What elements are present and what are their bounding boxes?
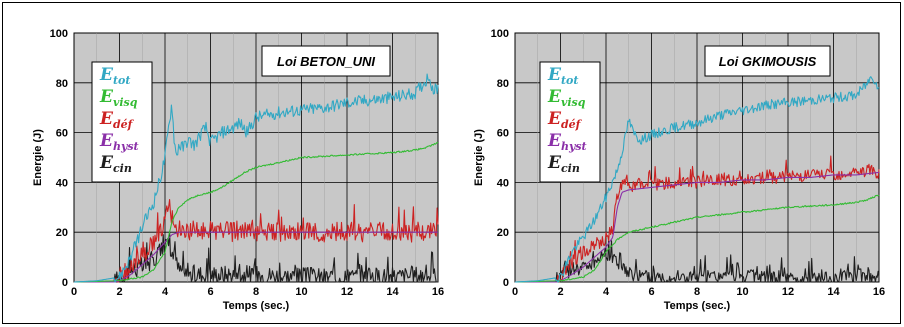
x-tick-label: 16 xyxy=(432,286,444,298)
x-tick-label: 14 xyxy=(827,286,840,298)
series-line-tot xyxy=(74,73,439,283)
x-tick-label: 6 xyxy=(648,286,654,298)
law-label-box: Loi GKIMOUSIS xyxy=(704,45,831,77)
legend-subscript-tot: tot xyxy=(561,74,579,87)
series-line-cin xyxy=(74,231,438,283)
y-tick-label: 0 xyxy=(62,277,68,289)
y-tick-label: 100 xyxy=(491,28,509,40)
chart-1: 0 2 4 6 8 10 12 14 16 0 20 40 60 80 100 Temps (sec.) Ene… xyxy=(32,28,444,312)
y-tick-label: 60 xyxy=(497,128,509,140)
x-tick-label: 12 xyxy=(782,286,794,298)
x-tick-label: 8 xyxy=(694,286,700,298)
legend-subscript-visq: visq xyxy=(561,96,586,109)
y-tick-label: 60 xyxy=(56,128,68,140)
series-line-tot xyxy=(515,76,880,283)
y-tick-label: 100 xyxy=(50,28,68,40)
series-line-visq xyxy=(74,141,439,283)
x-tick-label: 12 xyxy=(341,286,353,298)
chart-2: 0 2 4 6 8 10 12 14 16 0 20 40 60 80 100 Temps (sec.) Ene… xyxy=(473,28,885,312)
x-tick-label: 2 xyxy=(557,286,563,298)
y-axis-label: Energie (J) xyxy=(32,129,44,186)
legend-subscript-tot: tot xyxy=(113,74,131,87)
legend-subscript-def: déf xyxy=(113,118,135,131)
legend-subscript-cin: cin xyxy=(113,162,132,175)
law-label-border xyxy=(704,45,831,77)
series-line-hyst xyxy=(74,231,438,283)
x-axis-label: Temps (sec.) xyxy=(664,300,731,312)
y-tick-label: 20 xyxy=(497,227,509,239)
x-tick-label: 4 xyxy=(603,286,610,298)
y-tick-label: 80 xyxy=(56,78,68,90)
x-tick-label: 10 xyxy=(736,286,748,298)
x-tick-label: 16 xyxy=(873,286,885,298)
y-tick-label: 40 xyxy=(56,177,68,189)
x-tick-label: 14 xyxy=(386,286,399,298)
series-line-visq xyxy=(515,194,880,283)
legend-box xyxy=(91,61,153,183)
law-label-box: Loi BETON_UNI xyxy=(261,45,391,77)
y-tick-label: 20 xyxy=(56,227,68,239)
y-tick-label: 0 xyxy=(503,277,509,289)
x-tick-label: 8 xyxy=(253,286,259,298)
x-tick-label: 10 xyxy=(295,286,307,298)
x-tick-label: 4 xyxy=(162,286,169,298)
x-tick-label: 0 xyxy=(71,286,77,298)
y-tick-label: 80 xyxy=(497,78,509,90)
law-label: Loi BETON_UNI xyxy=(277,54,375,69)
legend-subscript-visq: visq xyxy=(113,96,138,109)
x-tick-label: 0 xyxy=(512,286,518,298)
legend-subscript-cin: cin xyxy=(561,162,580,175)
legend-box xyxy=(539,61,601,183)
y-axis-label: Energie (J) xyxy=(473,129,485,186)
legend-subscript-hyst: hyst xyxy=(113,140,139,153)
law-label: Loi GKIMOUSIS xyxy=(719,54,817,69)
legend-subscript-def: déf xyxy=(561,118,583,131)
x-tick-label: 2 xyxy=(116,286,122,298)
series-line-def xyxy=(74,199,439,283)
series-line-cin xyxy=(515,240,880,283)
x-tick-label: 6 xyxy=(207,286,213,298)
x-axis-label: Temps (sec.) xyxy=(223,300,290,312)
series-line-hyst xyxy=(515,171,880,283)
legend-subscript-hyst: hyst xyxy=(561,140,587,153)
y-tick-label: 40 xyxy=(497,177,509,189)
law-label-border xyxy=(261,45,391,77)
